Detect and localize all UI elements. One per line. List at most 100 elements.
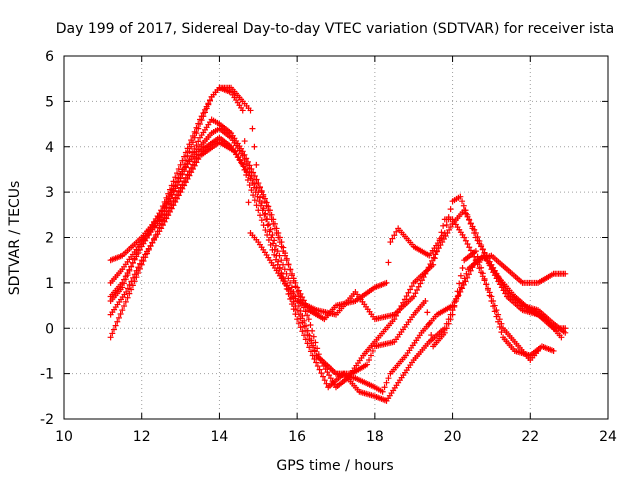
data-point [410,293,417,300]
data-point [287,279,294,286]
data-point [292,283,299,290]
data-point [294,307,301,314]
data-point [466,216,473,223]
data-point [265,203,272,210]
x-tick-label: 24 [599,429,617,445]
data-point [299,328,306,335]
y-tick-label: 4 [45,140,54,156]
data-point [271,246,278,253]
data-point [422,298,429,305]
data-point [310,342,317,349]
data-point [174,195,181,202]
series-track-d [107,84,542,391]
data-point [424,309,431,316]
data-point [126,290,133,297]
data-point [476,238,483,245]
data-point [383,379,390,386]
data-point [135,247,142,254]
data-point [412,290,419,297]
data-point [464,213,471,220]
data-point [240,163,247,170]
data-point [471,253,478,260]
data-point [264,232,271,239]
data-point [263,216,270,223]
data-point [253,161,260,168]
data-point [481,277,488,284]
data-point [462,210,469,217]
data-point [466,244,473,251]
data-point [198,113,205,120]
data-point [288,284,295,291]
data-point [251,143,258,150]
data-point [383,279,390,286]
data-point [449,307,456,314]
data-point [158,207,165,214]
data-point [257,202,264,209]
data-point [290,277,297,284]
data-point [315,351,322,358]
data-point [242,166,249,173]
data-point [193,159,200,166]
x-tick-label: 12 [133,429,151,445]
data-point [280,275,287,282]
data-point [168,205,175,212]
data-point [285,261,292,268]
chart-title: Day 199 of 2017, Sidereal Day-to-day VTE… [56,21,614,37]
y-tick-label: 2 [45,231,54,247]
data-point [283,255,290,262]
data-point [320,373,327,380]
data-point [195,138,202,145]
data-point [439,239,446,246]
data-point [478,269,485,276]
data-point [459,264,466,271]
data-point [463,270,470,277]
data-point [461,207,468,214]
data-point [447,206,454,213]
y-tick-label: 1 [45,276,54,292]
data-point [131,271,138,278]
data-point [175,192,182,199]
data-point [442,232,449,239]
data-point [252,189,259,196]
data-point [472,229,479,236]
data-point [469,250,476,257]
data-point [306,332,313,339]
data-point [177,189,184,196]
data-point [479,273,486,280]
data-point [186,172,193,179]
data-point [275,229,282,236]
data-point [451,302,458,309]
data-point [276,264,283,271]
data-point [440,222,447,229]
data-point [321,377,328,384]
data-point [438,229,445,236]
data-point [407,286,414,293]
data-point [129,259,136,266]
data-point [181,182,188,189]
data-point [314,363,321,370]
data-point [486,289,493,296]
data-point [159,222,166,229]
data-point [469,223,476,230]
data-point [401,296,408,303]
data-point [191,162,198,169]
data-point [175,166,182,173]
data-point [478,242,485,249]
data-point [417,280,424,287]
data-point [490,298,497,305]
data-point [247,175,254,182]
data-point [278,257,285,264]
data-point [467,220,474,227]
data-point [128,286,135,293]
data-point [427,261,434,268]
data-point [443,320,450,327]
data-point [124,285,131,292]
data-point [269,240,276,247]
data-point [161,218,168,225]
data-point [456,288,463,295]
data-point [445,316,452,323]
data-point [428,332,435,339]
data-point [387,239,394,246]
data-point [312,339,319,346]
data-point [193,142,200,149]
